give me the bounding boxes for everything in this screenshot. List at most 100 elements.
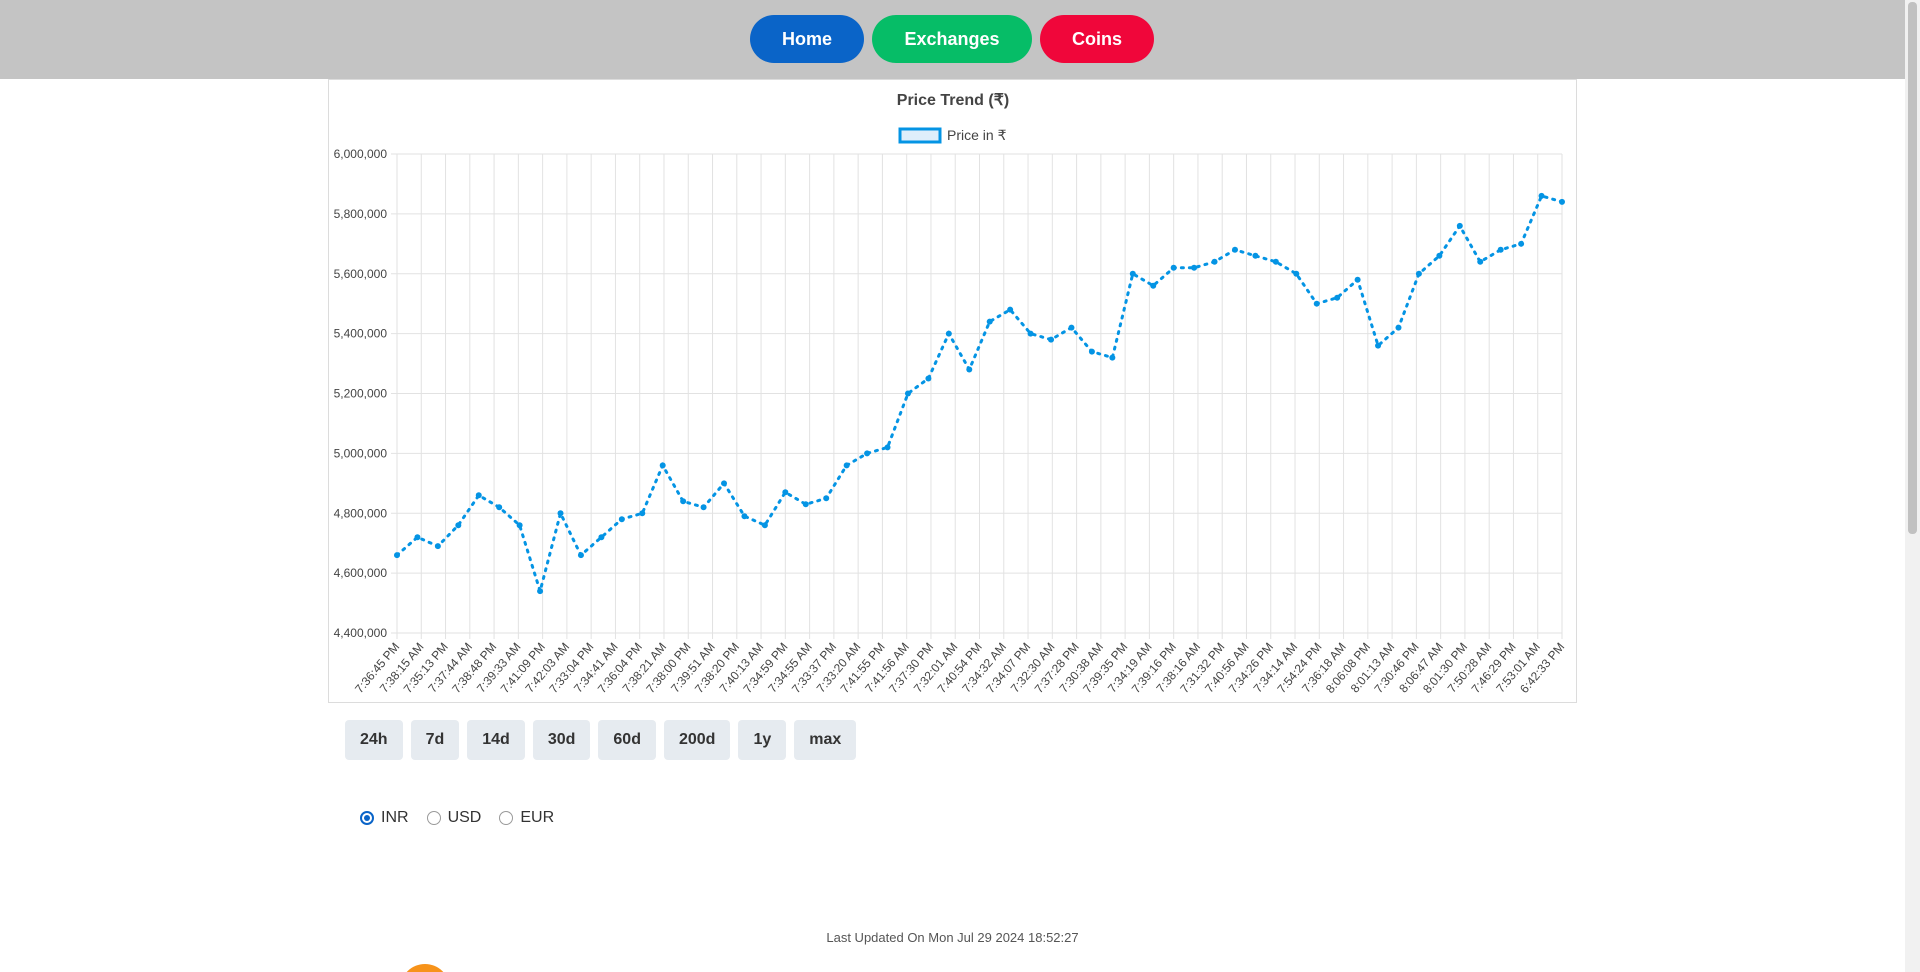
range-button-max[interactable]: max bbox=[794, 720, 857, 760]
coins-button[interactable]: Coins bbox=[1040, 15, 1154, 63]
page-scrollbar[interactable] bbox=[1905, 0, 1920, 972]
price-point[interactable] bbox=[1068, 324, 1075, 331]
time-range-buttons: 24h 7d 14d 30d 60d 200d 1y max bbox=[345, 720, 857, 760]
price-point[interactable] bbox=[1252, 252, 1259, 259]
y-tick-label: 5,200,000 bbox=[334, 387, 388, 401]
chart-title: Price Trend (₹) bbox=[897, 92, 1009, 109]
currency-label-eur: EUR bbox=[520, 809, 555, 826]
nav-buttons: Home Exchanges Coins bbox=[750, 15, 1154, 63]
price-point[interactable] bbox=[1150, 282, 1157, 289]
price-chart-card: Price Trend (₹) Price in ₹ 6,000,000 5,80… bbox=[328, 79, 1577, 703]
price-point[interactable] bbox=[1497, 246, 1504, 253]
price-point[interactable] bbox=[455, 522, 462, 529]
range-button-200d[interactable]: 200d bbox=[663, 720, 731, 760]
price-point[interactable] bbox=[1007, 306, 1014, 313]
price-point[interactable] bbox=[1293, 270, 1300, 277]
currency-label-usd: USD bbox=[447, 809, 482, 826]
price-chart: Price Trend (₹) Price in ₹ 6,000,000 5,80… bbox=[334, 92, 1568, 696]
price-point[interactable] bbox=[1129, 270, 1136, 277]
price-point[interactable] bbox=[700, 504, 707, 511]
price-point[interactable] bbox=[1538, 192, 1545, 199]
price-point[interactable] bbox=[496, 504, 503, 511]
price-point[interactable] bbox=[884, 444, 891, 451]
last-updated-text: Last Updated On Mon Jul 29 2024 18:52:27 bbox=[826, 930, 1079, 945]
price-point[interactable] bbox=[475, 492, 482, 499]
currency-option-usd[interactable]: USD bbox=[426, 809, 482, 827]
y-tick-label: 5,600,000 bbox=[334, 267, 388, 281]
price-point[interactable] bbox=[1334, 294, 1341, 301]
price-point[interactable] bbox=[618, 516, 625, 523]
legend-swatch bbox=[898, 127, 942, 144]
price-point[interactable] bbox=[1272, 258, 1279, 265]
price-point[interactable] bbox=[1027, 330, 1034, 337]
price-point[interactable] bbox=[659, 462, 666, 469]
price-point[interactable] bbox=[639, 510, 646, 517]
price-point[interactable] bbox=[598, 534, 605, 541]
price-line bbox=[395, 194, 1564, 597]
range-button-7d[interactable]: 7d bbox=[410, 720, 460, 760]
chart-grid bbox=[391, 153, 1563, 639]
price-point[interactable] bbox=[577, 552, 584, 559]
price-point[interactable] bbox=[864, 450, 871, 457]
y-tick-label: 5,400,000 bbox=[334, 327, 388, 341]
exchanges-button[interactable]: Exchanges bbox=[872, 15, 1032, 63]
price-point[interactable] bbox=[1456, 222, 1463, 229]
y-tick-label: 5,000,000 bbox=[334, 446, 388, 460]
price-point[interactable] bbox=[1170, 264, 1177, 271]
price-point[interactable] bbox=[1231, 246, 1238, 253]
legend-label[interactable]: Price in ₹ bbox=[947, 127, 1007, 143]
price-point[interactable] bbox=[537, 588, 544, 595]
price-point[interactable] bbox=[741, 513, 748, 520]
price-point[interactable] bbox=[782, 489, 789, 496]
price-point[interactable] bbox=[434, 543, 441, 550]
x-axis: 7:36:45 PM7:38:15 AM7:35:13 PM7:37:44 AM… bbox=[352, 640, 1567, 696]
currency-option-eur[interactable]: EUR bbox=[499, 809, 554, 827]
price-point[interactable] bbox=[1395, 324, 1402, 331]
price-point[interactable] bbox=[1109, 354, 1116, 361]
price-point[interactable] bbox=[1477, 258, 1484, 265]
price-point[interactable] bbox=[394, 552, 400, 559]
price-point[interactable] bbox=[945, 330, 952, 337]
price-point[interactable] bbox=[925, 375, 932, 382]
range-button-1y[interactable]: 1y bbox=[738, 720, 787, 760]
price-point[interactable] bbox=[843, 462, 850, 469]
price-point[interactable] bbox=[966, 366, 973, 373]
price-point[interactable] bbox=[680, 498, 687, 505]
price-point[interactable] bbox=[414, 534, 421, 541]
currency-option-inr[interactable]: INR bbox=[360, 809, 409, 827]
price-point[interactable] bbox=[516, 522, 523, 529]
price-point[interactable] bbox=[986, 318, 993, 325]
scrollbar-thumb[interactable] bbox=[1908, 2, 1917, 534]
price-point[interactable] bbox=[802, 501, 809, 508]
price-point[interactable] bbox=[904, 390, 911, 397]
price-point[interactable] bbox=[1375, 342, 1382, 349]
currency-selector: INR USD EUR bbox=[360, 809, 554, 827]
price-series bbox=[394, 192, 1565, 597]
price-point[interactable] bbox=[1354, 276, 1361, 283]
range-button-24h[interactable]: 24h bbox=[345, 720, 403, 760]
currency-radio-inr[interactable] bbox=[360, 811, 374, 825]
y-tick-label: 5,800,000 bbox=[334, 207, 388, 221]
home-button[interactable]: Home bbox=[750, 15, 864, 63]
price-point[interactable] bbox=[1436, 252, 1443, 259]
currency-label-inr: INR bbox=[381, 809, 409, 826]
currency-radio-eur[interactable] bbox=[499, 811, 514, 825]
price-point[interactable] bbox=[721, 480, 728, 487]
price-point[interactable] bbox=[557, 510, 564, 517]
currency-radio-usd[interactable] bbox=[426, 811, 441, 825]
price-point[interactable] bbox=[1415, 270, 1422, 277]
price-point[interactable] bbox=[1088, 348, 1095, 355]
range-button-30d[interactable]: 30d bbox=[532, 720, 591, 760]
price-point[interactable] bbox=[1048, 336, 1055, 343]
price-point[interactable] bbox=[823, 495, 830, 502]
coin-logo-icon bbox=[400, 964, 450, 972]
price-point[interactable] bbox=[761, 522, 768, 529]
price-point[interactable] bbox=[1211, 258, 1218, 265]
range-button-14d[interactable]: 14d bbox=[467, 720, 525, 760]
price-point[interactable] bbox=[1559, 198, 1565, 205]
price-point[interactable] bbox=[1313, 300, 1320, 307]
range-button-60d[interactable]: 60d bbox=[598, 720, 656, 760]
y-axis: 6,000,000 5,800,000 5,600,000 5,400,000 5,20… bbox=[334, 147, 388, 640]
price-point[interactable] bbox=[1191, 264, 1198, 271]
price-point[interactable] bbox=[1518, 240, 1525, 247]
